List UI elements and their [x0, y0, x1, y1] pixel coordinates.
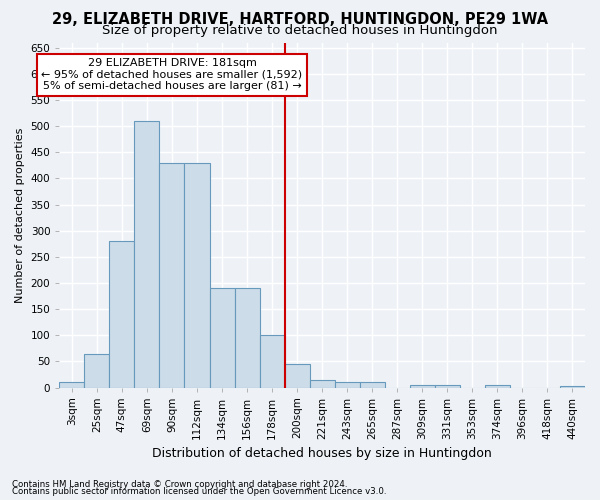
Bar	[59, 382, 85, 388]
Text: Contains HM Land Registry data © Crown copyright and database right 2024.: Contains HM Land Registry data © Crown c…	[12, 480, 347, 489]
Bar	[435, 385, 460, 388]
Bar	[85, 354, 109, 388]
Bar	[160, 162, 184, 388]
Bar	[360, 382, 385, 388]
Text: Contains public sector information licensed under the Open Government Licence v3: Contains public sector information licen…	[12, 487, 386, 496]
Text: 29, ELIZABETH DRIVE, HARTFORD, HUNTINGDON, PE29 1WA: 29, ELIZABETH DRIVE, HARTFORD, HUNTINGDO…	[52, 12, 548, 28]
X-axis label: Distribution of detached houses by size in Huntingdon: Distribution of detached houses by size …	[152, 447, 492, 460]
Text: 29 ELIZABETH DRIVE: 181sqm
← 95% of detached houses are smaller (1,592)
5% of se: 29 ELIZABETH DRIVE: 181sqm ← 95% of deta…	[41, 58, 302, 92]
Bar	[485, 385, 510, 388]
Text: Size of property relative to detached houses in Huntingdon: Size of property relative to detached ho…	[102, 24, 498, 37]
Bar	[310, 380, 335, 388]
Bar	[235, 288, 260, 388]
Bar	[560, 386, 585, 388]
Bar	[134, 121, 160, 388]
Bar	[260, 335, 284, 388]
Bar	[209, 288, 235, 388]
Bar	[335, 382, 360, 388]
Bar	[284, 364, 310, 388]
Bar	[410, 385, 435, 388]
Bar	[109, 241, 134, 388]
Y-axis label: Number of detached properties: Number of detached properties	[15, 128, 25, 302]
Bar	[184, 162, 209, 388]
